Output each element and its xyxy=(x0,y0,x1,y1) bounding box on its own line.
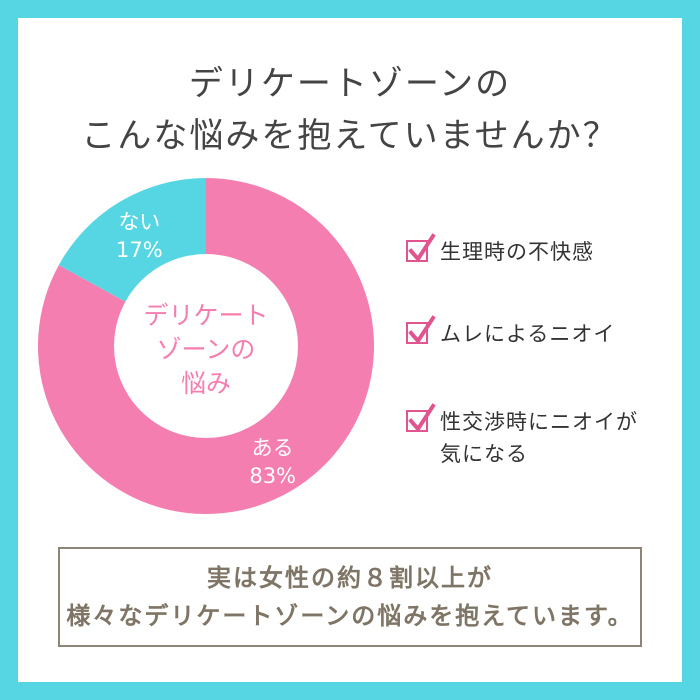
summary-line-1: 実は女性の約８割以上が xyxy=(207,563,493,592)
headline: デリケートゾーンの こんな悩みを抱えていませんか？ xyxy=(18,58,682,162)
donut-chart: デリケート ゾーンの 悩み ある 83% ない 17% xyxy=(37,178,374,514)
checklist-item-label: 性交渉時にニオイが 気になる xyxy=(440,410,638,466)
donut-hole xyxy=(114,254,298,438)
checklist-item: 性交渉時にニオイが 気になる xyxy=(406,403,670,470)
slice-label: ない xyxy=(118,210,160,234)
checkbox-checked-icon xyxy=(406,315,436,345)
center-label-line-3: 悩み xyxy=(181,369,231,398)
checklist-item: ムレによるニオイ xyxy=(406,315,670,350)
headline-line-2: こんな悩みを抱えていませんか？ xyxy=(81,116,619,156)
summary-line-2: 様々なデリケートゾーンの悩みを抱えています。 xyxy=(66,601,634,630)
slice-value-label: 83% xyxy=(249,464,296,488)
summary-box: 実は女性の約８割以上が 様々なデリケートゾーンの悩みを抱えています。 xyxy=(58,547,642,647)
checklist-item: 生理時の不快感 xyxy=(406,233,670,268)
slice-value-label: 17% xyxy=(116,238,163,262)
checklist-item-label: 生理時の不快感 xyxy=(440,240,594,264)
checklist-item-label: ムレによるニオイ xyxy=(440,322,616,346)
slice-label: ある xyxy=(252,436,294,460)
checkbox-checked-icon xyxy=(406,233,436,263)
center-label-line-2: ゾーンの xyxy=(157,335,256,364)
headline-line-1: デリケートゾーンの xyxy=(188,64,512,104)
checkbox-checked-icon xyxy=(406,403,436,433)
content-panel: デリケートゾーンの こんな悩みを抱えていませんか？ デリケート ゾーンの 悩み … xyxy=(18,18,682,682)
center-label-line-1: デリケート xyxy=(143,301,268,330)
